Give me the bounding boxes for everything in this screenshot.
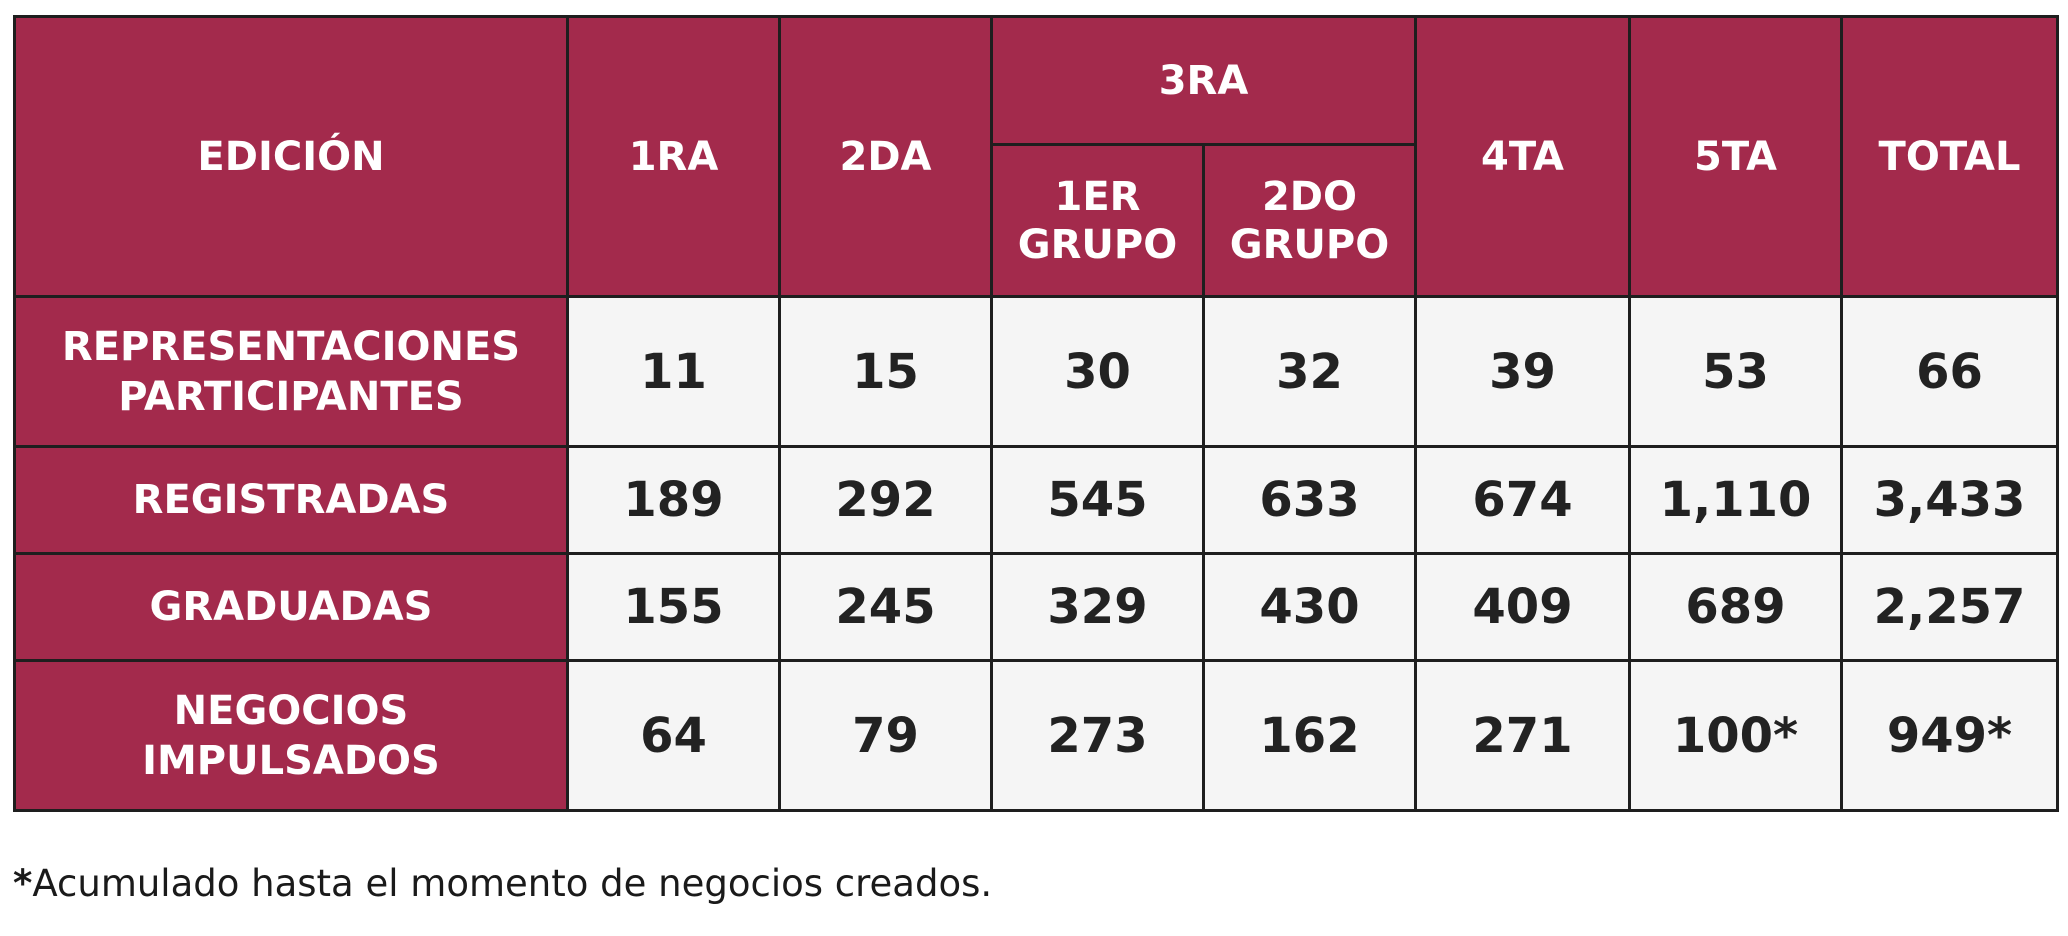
row-label-graduadas: GRADUADAS [13, 552, 569, 662]
table-cell-total: 949* [1840, 659, 2059, 812]
header-row: EDICIÓN 1RA 2DA 3RA 4TA 5TA TOTAL [13, 15, 2059, 298]
table-cell: 15 [778, 295, 993, 448]
table-cell: 32 [1202, 295, 1417, 448]
header-3ra-2do-grupo: 2DO GRUPO [1202, 143, 1417, 298]
header-3ra-2do-line2: GRUPO [1229, 221, 1390, 268]
table-cell: 292 [778, 445, 993, 555]
table-cell: 64 [566, 659, 781, 812]
header-subrow: 1ER GRUPO 2DO GRUPO [15, 143, 2058, 298]
row-label-line2: IMPULSADOS [142, 737, 440, 784]
table-cell: 100* [1628, 659, 1843, 812]
table-cell: 689 [1628, 552, 1843, 662]
editions-table: EDICIÓN 1RA 2DA 3RA 4TA 5TA TOTAL 1ER GR… [13, 15, 2059, 812]
table-cell: 1,110 [1628, 445, 1843, 555]
table-cell: 271 [1414, 659, 1631, 812]
table-row-negocios: NEGOCIOS IMPULSADOS 64 79 273 162 271 10… [13, 659, 2059, 812]
footnote-asterisk: * [13, 862, 33, 905]
header-5ta: 5TA [1628, 15, 1843, 298]
table-cell: 245 [778, 552, 993, 662]
row-label-negocios: NEGOCIOS IMPULSADOS [13, 659, 569, 812]
table-cell-total: 66 [1840, 295, 2059, 448]
table-cell: 545 [990, 445, 1205, 555]
header-total: TOTAL [1840, 15, 2059, 298]
header-edicion: EDICIÓN [13, 15, 569, 298]
table-cell: 11 [566, 295, 781, 448]
header-3ra-2do-line1: 2DO [1261, 173, 1358, 220]
footnote-text: Acumulado hasta el momento de negocios c… [32, 862, 993, 905]
table-cell: 189 [566, 445, 781, 555]
header-3ra-1er-grupo: 1ER GRUPO [990, 143, 1205, 298]
table-cell: 633 [1202, 445, 1417, 555]
table-row-registradas: REGISTRADAS 189 292 545 633 674 1,110 3,… [13, 445, 2059, 555]
footnote: *Acumulado hasta el momento de negocios … [13, 862, 992, 905]
row-label-line2: PARTICIPANTES [118, 373, 464, 420]
header-1ra: 1RA [566, 15, 781, 298]
table-cell: 273 [990, 659, 1205, 812]
table-cell: 409 [1414, 552, 1631, 662]
header-3ra-1er-line2: GRUPO [1017, 221, 1178, 268]
table-cell: 79 [778, 659, 993, 812]
table-cell: 39 [1414, 295, 1631, 448]
table-row-graduadas: GRADUADAS 155 245 329 430 409 689 2,257 [13, 552, 2059, 662]
table-cell: 162 [1202, 659, 1417, 812]
table-cell: 329 [990, 552, 1205, 662]
row-label-line1: REPRESENTACIONES [61, 323, 521, 370]
table-cell: 155 [566, 552, 781, 662]
row-label-line1: NEGOCIOS [173, 687, 409, 734]
row-label-representaciones: REPRESENTACIONES PARTICIPANTES [13, 295, 569, 448]
header-2da: 2DA [778, 15, 993, 298]
header-4ta: 4TA [1414, 15, 1631, 298]
table-cell: 430 [1202, 552, 1417, 662]
header-3ra-1er-line1: 1ER [1054, 173, 1141, 220]
table-cell: 53 [1628, 295, 1843, 448]
table-cell-total: 3,433 [1840, 445, 2059, 555]
table-cell: 30 [990, 295, 1205, 448]
row-label-registradas: REGISTRADAS [13, 445, 569, 555]
table-cell: 674 [1414, 445, 1631, 555]
table-cell-total: 2,257 [1840, 552, 2059, 662]
table-row-representaciones: REPRESENTACIONES PARTICIPANTES 11 15 30 … [13, 295, 2059, 448]
header-3ra: 3RA [990, 15, 1417, 146]
